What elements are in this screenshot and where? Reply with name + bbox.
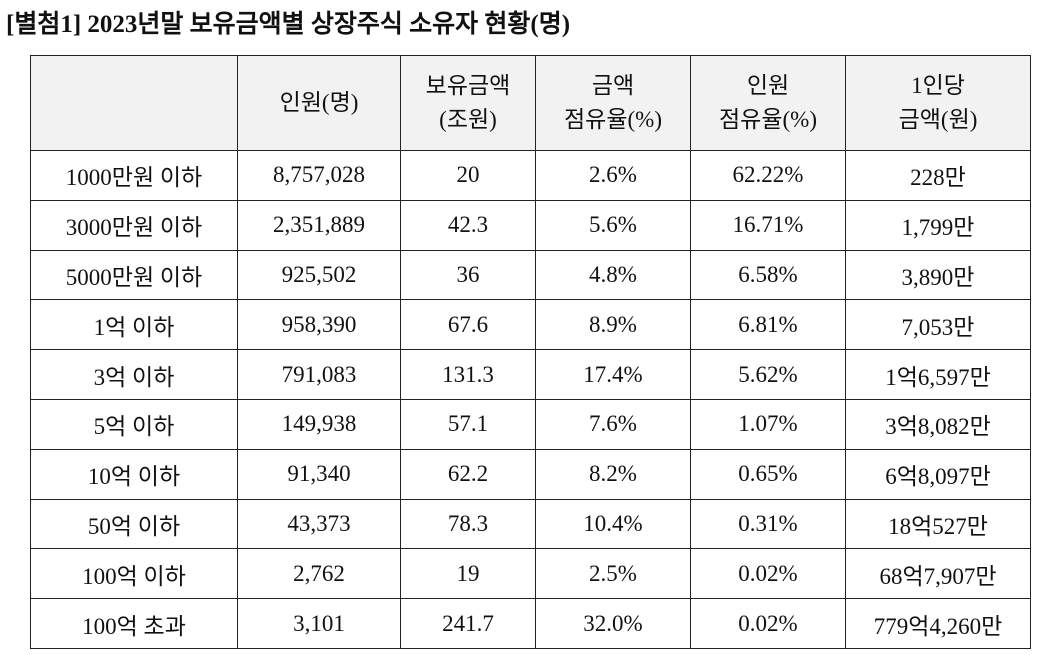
cell: 68억7,907만 bbox=[845, 548, 1031, 600]
header-text: 금액 bbox=[591, 73, 635, 98]
corner-cell bbox=[30, 55, 238, 151]
cell: 5.6% bbox=[535, 199, 691, 251]
cell: 18억527만 bbox=[845, 498, 1031, 550]
cell: 958,390 bbox=[237, 299, 401, 351]
cell: 3억8,082만 bbox=[845, 398, 1031, 450]
header-text: 인원 bbox=[746, 73, 790, 98]
row-label: 50억 이하 bbox=[30, 498, 238, 550]
table-row: 50억 이하 43,373 78.3 10.4% 0.31% 18억527만 bbox=[30, 498, 1031, 550]
cell: 0.02% bbox=[690, 548, 846, 600]
cell: 1억6,597만 bbox=[845, 349, 1031, 400]
header-text: 점유율(%) bbox=[719, 107, 817, 132]
table-row: 5000만원 이하 925,502 36 4.8% 6.58% 3,890만 bbox=[30, 249, 1031, 301]
cell: 57.1 bbox=[400, 398, 536, 450]
cell: 91,340 bbox=[237, 448, 401, 500]
cell: 0.02% bbox=[690, 598, 846, 649]
header-text: 보유금액 bbox=[425, 73, 511, 98]
cell: 6.58% bbox=[690, 249, 846, 301]
header-cell: 보유금액 (조원) bbox=[400, 55, 536, 151]
cell: 7.6% bbox=[535, 398, 691, 450]
row-label: 100억 이하 bbox=[30, 548, 238, 600]
cell: 2,762 bbox=[237, 548, 401, 600]
cell: 2.5% bbox=[535, 548, 691, 600]
cell: 791,083 bbox=[237, 349, 401, 400]
cell: 16.71% bbox=[690, 199, 846, 251]
cell: 5.62% bbox=[690, 349, 846, 400]
cell: 17.4% bbox=[535, 349, 691, 400]
table-row: 3억 이하 791,083 131.3 17.4% 5.62% 1억6,597만 bbox=[30, 349, 1031, 400]
cell: 8,757,028 bbox=[237, 150, 401, 201]
cell: 0.31% bbox=[690, 498, 846, 550]
cell: 2,351,889 bbox=[237, 199, 401, 251]
header-text: 인원(명) bbox=[279, 90, 359, 115]
row-label: 1000만원 이하 bbox=[30, 150, 238, 201]
cell: 3,890만 bbox=[845, 249, 1031, 301]
row-label: 3억 이하 bbox=[30, 349, 238, 400]
cell: 10.4% bbox=[535, 498, 691, 550]
cell: 6.81% bbox=[690, 299, 846, 351]
header-text: (조원) bbox=[439, 107, 497, 132]
row-label: 3000만원 이하 bbox=[30, 199, 238, 251]
table-row: 100억 초과 3,101 241.7 32.0% 0.02% 779억4,260만 bbox=[30, 598, 1031, 649]
cell: 0.65% bbox=[690, 448, 846, 500]
cell: 228만 bbox=[845, 150, 1031, 201]
header-text: 점유율(%) bbox=[564, 107, 662, 132]
cell: 67.6 bbox=[400, 299, 536, 351]
row-label: 5000만원 이하 bbox=[30, 249, 238, 301]
cell: 42.3 bbox=[400, 199, 536, 251]
row-label: 1억 이하 bbox=[30, 299, 238, 351]
cell: 62.22% bbox=[690, 150, 846, 201]
table-row: 10억 이하 91,340 62.2 8.2% 0.65% 6억8,097만 bbox=[30, 448, 1031, 500]
cell: 36 bbox=[400, 249, 536, 301]
cell: 8.2% bbox=[535, 448, 691, 500]
cell: 1.07% bbox=[690, 398, 846, 450]
table: 인원(명) 보유금액 (조원) 금액 점유율(%) 인원 점유율(%) 1인당 금액(원) 100… bbox=[30, 55, 1031, 649]
row-label: 5억 이하 bbox=[30, 398, 238, 450]
header-text: 금액(원) bbox=[898, 107, 978, 132]
title: [별첨1] 2023년말 보유금액별 상장주식 소유자 현황(명) bbox=[6, 11, 571, 38]
cell: 131.3 bbox=[400, 349, 536, 400]
cell: 8.9% bbox=[535, 299, 691, 351]
cell: 62.2 bbox=[400, 448, 536, 500]
cell: 78.3 bbox=[400, 498, 536, 550]
header-cell: 인원(명) bbox=[237, 55, 401, 151]
table-row: 1억 이하 958,390 67.6 8.9% 6.81% 7,053만 bbox=[30, 299, 1031, 351]
cell: 19 bbox=[400, 548, 536, 600]
cell: 7,053만 bbox=[845, 299, 1031, 351]
table-row: 1000만원 이하 8,757,028 20 2.6% 62.22% 228만 bbox=[30, 150, 1031, 201]
cell: 4.8% bbox=[535, 249, 691, 301]
cell: 3,101 bbox=[237, 598, 401, 649]
cell: 241.7 bbox=[400, 598, 536, 649]
row-label: 100억 초과 bbox=[30, 598, 238, 649]
cell: 779억4,260만 bbox=[845, 598, 1031, 649]
cell: 6억8,097만 bbox=[845, 448, 1031, 500]
table-row: 3000만원 이하 2,351,889 42.3 5.6% 16.71% 1,799만 bbox=[30, 199, 1031, 251]
cell: 32.0% bbox=[535, 598, 691, 649]
cell: 149,938 bbox=[237, 398, 401, 450]
table-row: 5억 이하 149,938 57.1 7.6% 1.07% 3억8,082만 bbox=[30, 398, 1031, 450]
cell: 1,799만 bbox=[845, 199, 1031, 251]
header-text: 1인당 bbox=[911, 73, 965, 98]
cell: 925,502 bbox=[237, 249, 401, 301]
cell: 43,373 bbox=[237, 498, 401, 550]
header-row: 인원(명) 보유금액 (조원) 금액 점유율(%) 인원 점유율(%) 1인당 금액(원) bbox=[30, 55, 1031, 151]
row-label: 10억 이하 bbox=[30, 448, 238, 500]
cell: 2.6% bbox=[535, 150, 691, 201]
table-row: 100억 이하 2,762 19 2.5% 0.02% 68억7,907만 bbox=[30, 548, 1031, 600]
cell: 20 bbox=[400, 150, 536, 201]
